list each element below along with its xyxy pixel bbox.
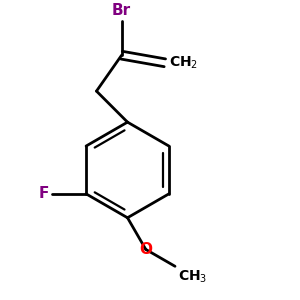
Text: CH$_3$: CH$_3$: [178, 269, 208, 286]
Text: O: O: [139, 242, 152, 257]
Text: F: F: [39, 186, 49, 201]
Text: CH$_2$: CH$_2$: [169, 55, 199, 71]
Text: Br: Br: [112, 3, 131, 18]
